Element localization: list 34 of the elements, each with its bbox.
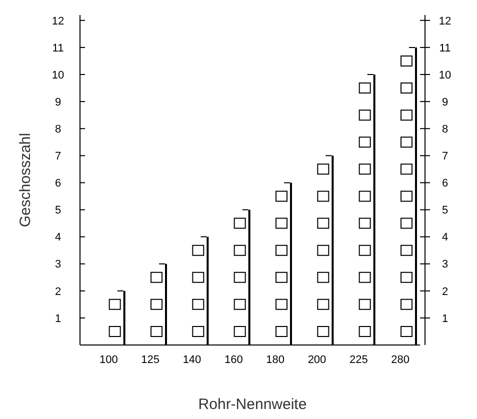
- y-tick-label: 4: [54, 232, 62, 244]
- x-tick-label: 200: [308, 354, 326, 366]
- y2-tick-label: 12: [438, 15, 452, 28]
- y-tick-label: 10: [52, 69, 64, 82]
- y2-tick-label: 5: [442, 204, 448, 217]
- y-tick-label: 5: [54, 204, 62, 217]
- y-tick-label: 3: [54, 258, 62, 271]
- x-tick-label: 180: [266, 354, 285, 366]
- y2-tick-label: 4: [442, 232, 448, 244]
- y-tick-label: 9: [54, 96, 62, 108]
- y2-tick-label: 11: [439, 42, 451, 54]
- y-tick-label: 6: [54, 178, 62, 190]
- y-tick-label: 8: [54, 123, 62, 136]
- y-tick-label: 11: [52, 42, 64, 54]
- y2-tick-label: 7: [442, 150, 448, 163]
- x-tick-label: 140: [182, 354, 202, 366]
- y2-tick-label: 2: [442, 286, 448, 298]
- y-axis-title: Geschosszahl: [17, 132, 34, 228]
- y-tick-label: 2: [54, 286, 62, 298]
- y2-tick-label: 6: [442, 178, 448, 190]
- x-tick-label: 160: [224, 354, 243, 366]
- x-tick-label: 100: [99, 354, 118, 366]
- y-tick-label: 7: [54, 150, 62, 163]
- y2-tick-label: 9: [442, 96, 448, 108]
- x-tick-label: 125: [141, 354, 160, 366]
- y-tick-label: 1: [54, 312, 62, 325]
- x-tick-label: 280: [391, 354, 410, 366]
- y2-tick-label: 8: [442, 123, 448, 136]
- x-tick-label: 225: [349, 354, 368, 366]
- y-tick-label: 12: [52, 15, 64, 28]
- y2-tick-label: 3: [442, 258, 448, 271]
- y2-tick-label: 1: [442, 312, 448, 325]
- y2-tick-label: 10: [438, 69, 452, 82]
- x-axis-title: Rohr-Nennweite: [198, 396, 307, 413]
